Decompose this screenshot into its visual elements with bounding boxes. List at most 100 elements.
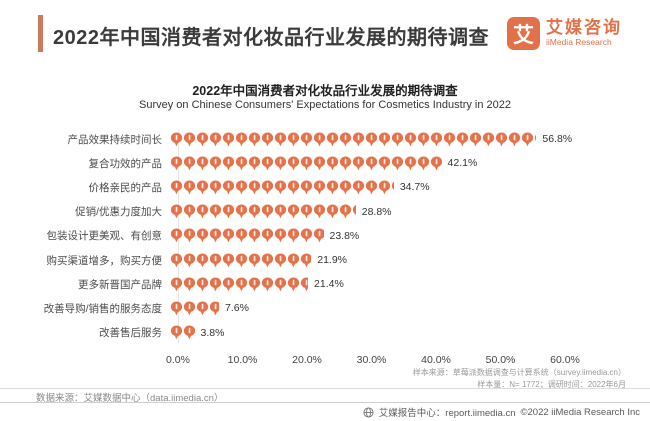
cosmetic-pictogram-icon xyxy=(222,277,235,292)
bar-area xyxy=(170,253,312,268)
cosmetic-pictogram-icon xyxy=(313,228,324,243)
cosmetic-pictogram-icon xyxy=(404,156,417,171)
cosmetic-pictogram-icon xyxy=(326,132,339,146)
pictogram-bar xyxy=(170,156,442,171)
cosmetic-pictogram-icon xyxy=(365,132,378,146)
cosmetic-pictogram-icon xyxy=(365,180,378,195)
cosmetic-pictogram-icon xyxy=(326,180,339,195)
cosmetic-pictogram-icon xyxy=(339,132,352,146)
data-source-text: 数据来源：艾媒数据中心（data.iimedia.cn） xyxy=(36,393,224,404)
category-label: 包装设计更美观、有创意 xyxy=(46,230,163,243)
cosmetic-pictogram-icon xyxy=(469,132,482,146)
bar-area xyxy=(170,228,324,243)
category-label: 更多新晋国产品牌 xyxy=(78,278,162,291)
cosmetic-pictogram-icon xyxy=(300,228,313,243)
cosmetic-pictogram-icon xyxy=(196,132,209,146)
cosmetic-pictogram-icon xyxy=(339,180,352,195)
cosmetic-pictogram-icon xyxy=(196,156,209,171)
divider-top xyxy=(0,388,650,389)
cosmetic-pictogram-icon xyxy=(248,156,261,171)
bar-area xyxy=(170,156,442,171)
chart-row: 促销/优惠力度加大 xyxy=(10,200,642,224)
x-tick-label: 50.0% xyxy=(485,354,516,366)
cosmetic-pictogram-icon xyxy=(300,277,309,292)
cosmetic-pictogram-icon xyxy=(183,277,196,292)
cosmetic-pictogram-icon xyxy=(248,228,261,243)
cosmetic-pictogram-icon xyxy=(352,180,365,195)
value-label: 42.1% xyxy=(447,157,478,170)
cosmetic-pictogram-icon xyxy=(378,180,391,195)
cosmetic-pictogram-icon xyxy=(196,180,209,195)
cosmetic-pictogram-icon xyxy=(274,180,287,195)
cosmetic-pictogram-icon xyxy=(261,277,274,292)
value-label: 7.6% xyxy=(225,302,249,315)
cosmetic-pictogram-icon xyxy=(508,132,521,146)
cosmetic-pictogram-icon xyxy=(183,325,195,340)
cosmetic-pictogram-icon xyxy=(456,132,469,146)
cosmetic-pictogram-icon xyxy=(326,204,339,219)
cosmetic-pictogram-icon xyxy=(196,277,209,292)
globe-icon xyxy=(363,406,374,418)
cosmetic-pictogram-icon xyxy=(209,180,222,195)
cosmetic-pictogram-icon xyxy=(261,204,274,219)
cosmetic-pictogram-icon xyxy=(170,301,183,316)
cosmetic-pictogram-icon xyxy=(430,156,442,171)
pictogram-bar xyxy=(170,180,394,195)
pictogram-bar xyxy=(170,277,309,292)
logo-name-en: iiMedia Research xyxy=(546,37,612,48)
cosmetic-pictogram-icon xyxy=(313,156,326,171)
pictogram-bar xyxy=(170,301,220,316)
chart-subtitle: Survey on Chinese Consumers' Expectation… xyxy=(139,99,511,111)
sample-note: 样本来源：草莓派数据调查与计算系统（survey.iimedia.cn） 样本量… xyxy=(413,367,626,390)
cosmetic-pictogram-icon xyxy=(248,253,261,267)
cosmetic-pictogram-icon xyxy=(183,132,196,146)
cosmetic-pictogram-icon xyxy=(365,156,378,171)
cosmetic-pictogram-icon xyxy=(287,156,300,171)
pictogram-bar xyxy=(170,325,195,340)
cosmetic-pictogram-icon xyxy=(391,132,404,146)
chart-row: 包装设计更美观、有创意 xyxy=(10,224,642,248)
cosmetic-pictogram-icon xyxy=(170,132,183,146)
cosmetic-pictogram-icon xyxy=(183,204,196,219)
cosmetic-pictogram-icon xyxy=(287,180,300,195)
category-label: 购买渠道增多，购买方便 xyxy=(46,254,163,267)
cosmetic-pictogram-icon xyxy=(235,156,248,171)
cosmetic-pictogram-icon xyxy=(235,204,248,219)
cosmetic-pictogram-icon xyxy=(183,228,196,243)
chart-row: 更多新晋国产品牌 xyxy=(10,272,642,296)
cosmetic-pictogram-icon xyxy=(222,156,235,171)
cosmetic-pictogram-icon xyxy=(170,277,183,292)
bar-chart: 产品效果持续时间长 xyxy=(10,127,642,345)
cosmetic-pictogram-icon xyxy=(235,180,248,195)
cosmetic-pictogram-icon xyxy=(274,132,287,146)
cosmetic-pictogram-icon xyxy=(287,277,300,292)
cosmetic-pictogram-icon xyxy=(183,180,196,195)
cosmetic-pictogram-icon xyxy=(248,132,261,146)
cosmetic-pictogram-icon xyxy=(287,253,300,267)
bar-area xyxy=(170,277,309,292)
cosmetic-pictogram-icon xyxy=(287,204,300,219)
x-tick-label: 40.0% xyxy=(421,354,451,366)
cosmetic-pictogram-icon xyxy=(235,277,248,292)
cosmetic-pictogram-icon xyxy=(196,228,209,243)
x-tick-label: 10.0% xyxy=(227,354,258,366)
cosmetic-pictogram-icon xyxy=(170,253,183,267)
cosmetic-pictogram-icon xyxy=(261,180,274,195)
cosmetic-pictogram-icon xyxy=(170,180,183,195)
cosmetic-pictogram-icon xyxy=(443,132,456,146)
chart-row: 产品效果持续时间长 xyxy=(10,127,642,151)
header-accent-bar xyxy=(38,15,43,52)
cosmetic-pictogram-icon xyxy=(521,132,534,146)
cosmetic-pictogram-icon xyxy=(313,204,326,219)
cosmetic-pictogram-icon xyxy=(300,204,313,219)
pictogram-bar xyxy=(170,228,324,243)
value-label: 3.8% xyxy=(200,326,225,339)
cosmetic-pictogram-icon xyxy=(170,228,183,243)
chart-row: 价格亲民的产品 xyxy=(10,175,642,199)
cosmetic-pictogram-icon xyxy=(534,133,537,141)
cosmetic-pictogram-icon xyxy=(235,132,248,146)
copyright-text: ©2022 iiMedia Research Inc xyxy=(520,406,640,418)
page-title: 2022年中国消费者对化妆品行业发展的期待调查 xyxy=(53,27,489,49)
cosmetic-pictogram-icon xyxy=(235,253,248,267)
